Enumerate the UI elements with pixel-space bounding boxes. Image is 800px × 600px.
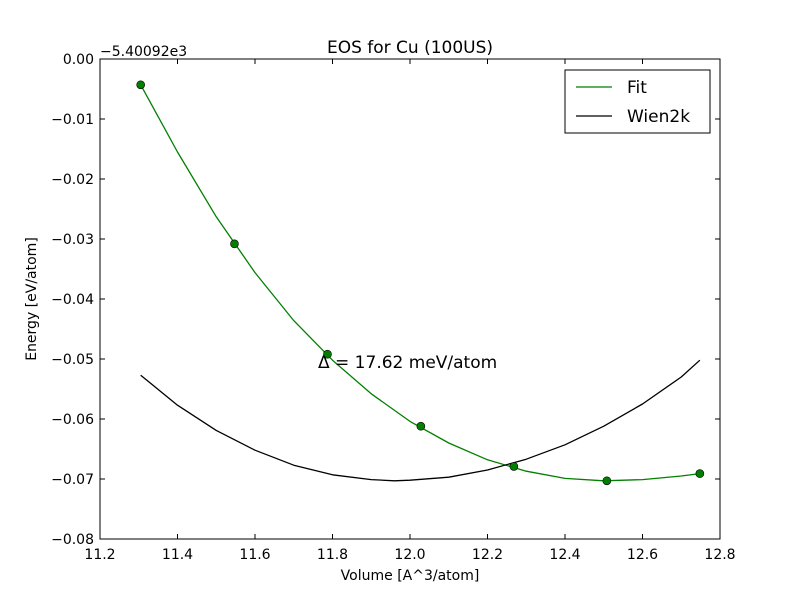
y-tick-label: −0.03: [51, 232, 94, 248]
legend-label-wien2k: Wien2k: [627, 107, 690, 127]
x-tick-label: 11.4: [162, 547, 193, 563]
data-points: [136, 80, 705, 486]
delta-annotation: Δ = 17.62 meV/atom: [318, 353, 497, 373]
y-tick-label: −0.01: [51, 112, 94, 128]
x-tick-label: 12.0: [394, 547, 425, 563]
data-point: [695, 469, 705, 478]
chart-title: EOS for Cu (100US): [327, 38, 493, 58]
x-tick-label: 12.2: [472, 547, 503, 563]
x-tick-label: 11.2: [84, 547, 115, 563]
legend-label-fit: Fit: [627, 78, 647, 98]
y-tick-label: −0.02: [51, 172, 94, 188]
data-point: [602, 476, 612, 486]
x-tick-label: 11.6: [239, 547, 270, 563]
x-tick-label: 12.4: [549, 547, 580, 563]
plot-frame: [99, 58, 721, 540]
legend-box: [564, 69, 711, 134]
y-axis-label: Energy [eV/atom]: [24, 237, 40, 361]
series-line-wien2k: [140, 359, 701, 482]
y-tick-label: −0.05: [51, 352, 94, 368]
x-axis-label: Volume [A^3/atom]: [341, 568, 480, 584]
data-point: [230, 239, 239, 249]
y-tick-label: −0.07: [51, 472, 94, 488]
legend: Fit Wien2k: [564, 69, 711, 134]
data-point: [136, 80, 145, 90]
y-tick-label: −0.04: [51, 292, 94, 308]
y-offset-label: −5.40092e3: [100, 44, 187, 60]
y-tick-label: 0.00: [63, 52, 94, 68]
data-point: [416, 421, 426, 431]
x-tick-label: 12.8: [704, 547, 735, 563]
axis-ticks: 11.2 11.4 11.6 11.8 12.0 12.2 12.4 12.6 12.8 0.00…: [51, 52, 735, 563]
y-tick-label: −0.08: [51, 532, 94, 548]
data-point: [509, 462, 519, 471]
x-tick-label: 12.6: [627, 547, 658, 563]
data-point: [323, 349, 332, 359]
y-tick-label: −0.06: [51, 412, 94, 428]
x-tick-label: 11.8: [317, 547, 348, 563]
